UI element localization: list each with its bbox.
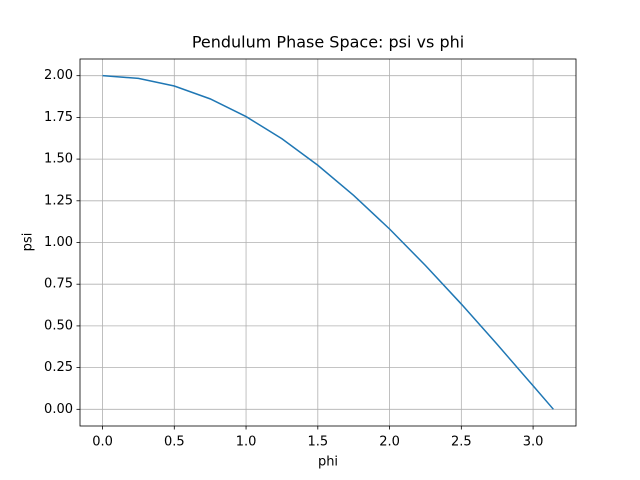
x-tick-label: 3.0 bbox=[523, 435, 544, 450]
x-axis-label: phi bbox=[318, 455, 338, 470]
y-tick-label: 1.00 bbox=[44, 235, 73, 250]
y-tick-label: 1.75 bbox=[44, 110, 73, 125]
chart-title: Pendulum Phase Space: psi vs phi bbox=[192, 33, 464, 52]
x-tick-label: 2.5 bbox=[451, 435, 472, 450]
y-tick-label: 0.75 bbox=[44, 277, 73, 292]
y-tick-label: 1.50 bbox=[44, 152, 73, 167]
x-tick-label: 1.0 bbox=[236, 435, 257, 450]
x-tick-label: 1.5 bbox=[307, 435, 328, 450]
y-tick-label: 0.50 bbox=[44, 318, 73, 333]
x-tick-label: 0.5 bbox=[164, 435, 185, 450]
y-tick-label: 1.25 bbox=[44, 193, 73, 208]
y-axis-label: psi bbox=[21, 233, 36, 252]
line bbox=[102, 74, 554, 410]
y-tick-label: 0.00 bbox=[44, 402, 73, 417]
plot-frame bbox=[79, 58, 577, 427]
x-tick-label: 0.0 bbox=[92, 435, 113, 450]
y-tick-label: 2.00 bbox=[44, 68, 73, 83]
y-tick-label: 0.25 bbox=[44, 360, 73, 375]
x-tick-label: 2.0 bbox=[379, 435, 400, 450]
